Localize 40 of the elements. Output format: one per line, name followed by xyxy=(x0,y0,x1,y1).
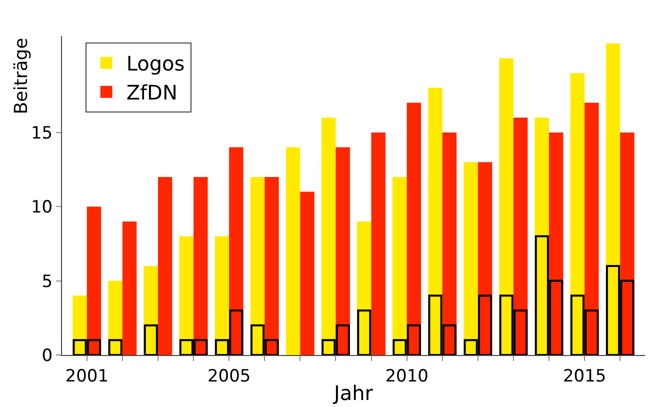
bar xyxy=(286,147,300,355)
y-tick-label: 5 xyxy=(42,272,53,292)
bar xyxy=(570,73,585,355)
bar xyxy=(371,132,386,355)
bar xyxy=(442,132,457,355)
bar xyxy=(584,102,599,355)
bar xyxy=(464,162,478,355)
bar xyxy=(144,324,158,355)
bar xyxy=(264,176,279,355)
legend-label: ZfDN xyxy=(126,80,178,105)
legend-label: Logos xyxy=(126,52,185,76)
x-tick-label: 2001 xyxy=(65,366,109,386)
bar xyxy=(513,118,528,355)
bar xyxy=(406,102,422,355)
bar xyxy=(158,176,172,355)
bar xyxy=(620,132,634,355)
x-axis-title: Jahr xyxy=(332,380,374,405)
x-tick-label: 2005 xyxy=(207,366,251,386)
bar xyxy=(108,339,122,355)
bar xyxy=(336,147,350,355)
bar xyxy=(322,118,336,355)
bar xyxy=(179,236,194,355)
bar xyxy=(392,176,407,355)
bar xyxy=(250,176,265,355)
bar xyxy=(357,309,372,355)
bar xyxy=(229,147,244,355)
x-tick-label: 2010 xyxy=(385,366,428,386)
x-tick-label: 2015 xyxy=(562,366,606,386)
bar xyxy=(499,58,514,355)
bar xyxy=(108,280,122,355)
bar xyxy=(122,221,137,355)
bar xyxy=(300,192,314,355)
y-tick-label: 10 xyxy=(30,198,53,218)
y-tick-label: 0 xyxy=(42,346,53,366)
y-axis-title: Beiträge xyxy=(11,38,32,114)
y-tick-label: 15 xyxy=(30,123,53,144)
bar xyxy=(214,236,230,355)
bar xyxy=(86,206,102,355)
bar xyxy=(428,88,442,355)
bar xyxy=(194,176,208,355)
